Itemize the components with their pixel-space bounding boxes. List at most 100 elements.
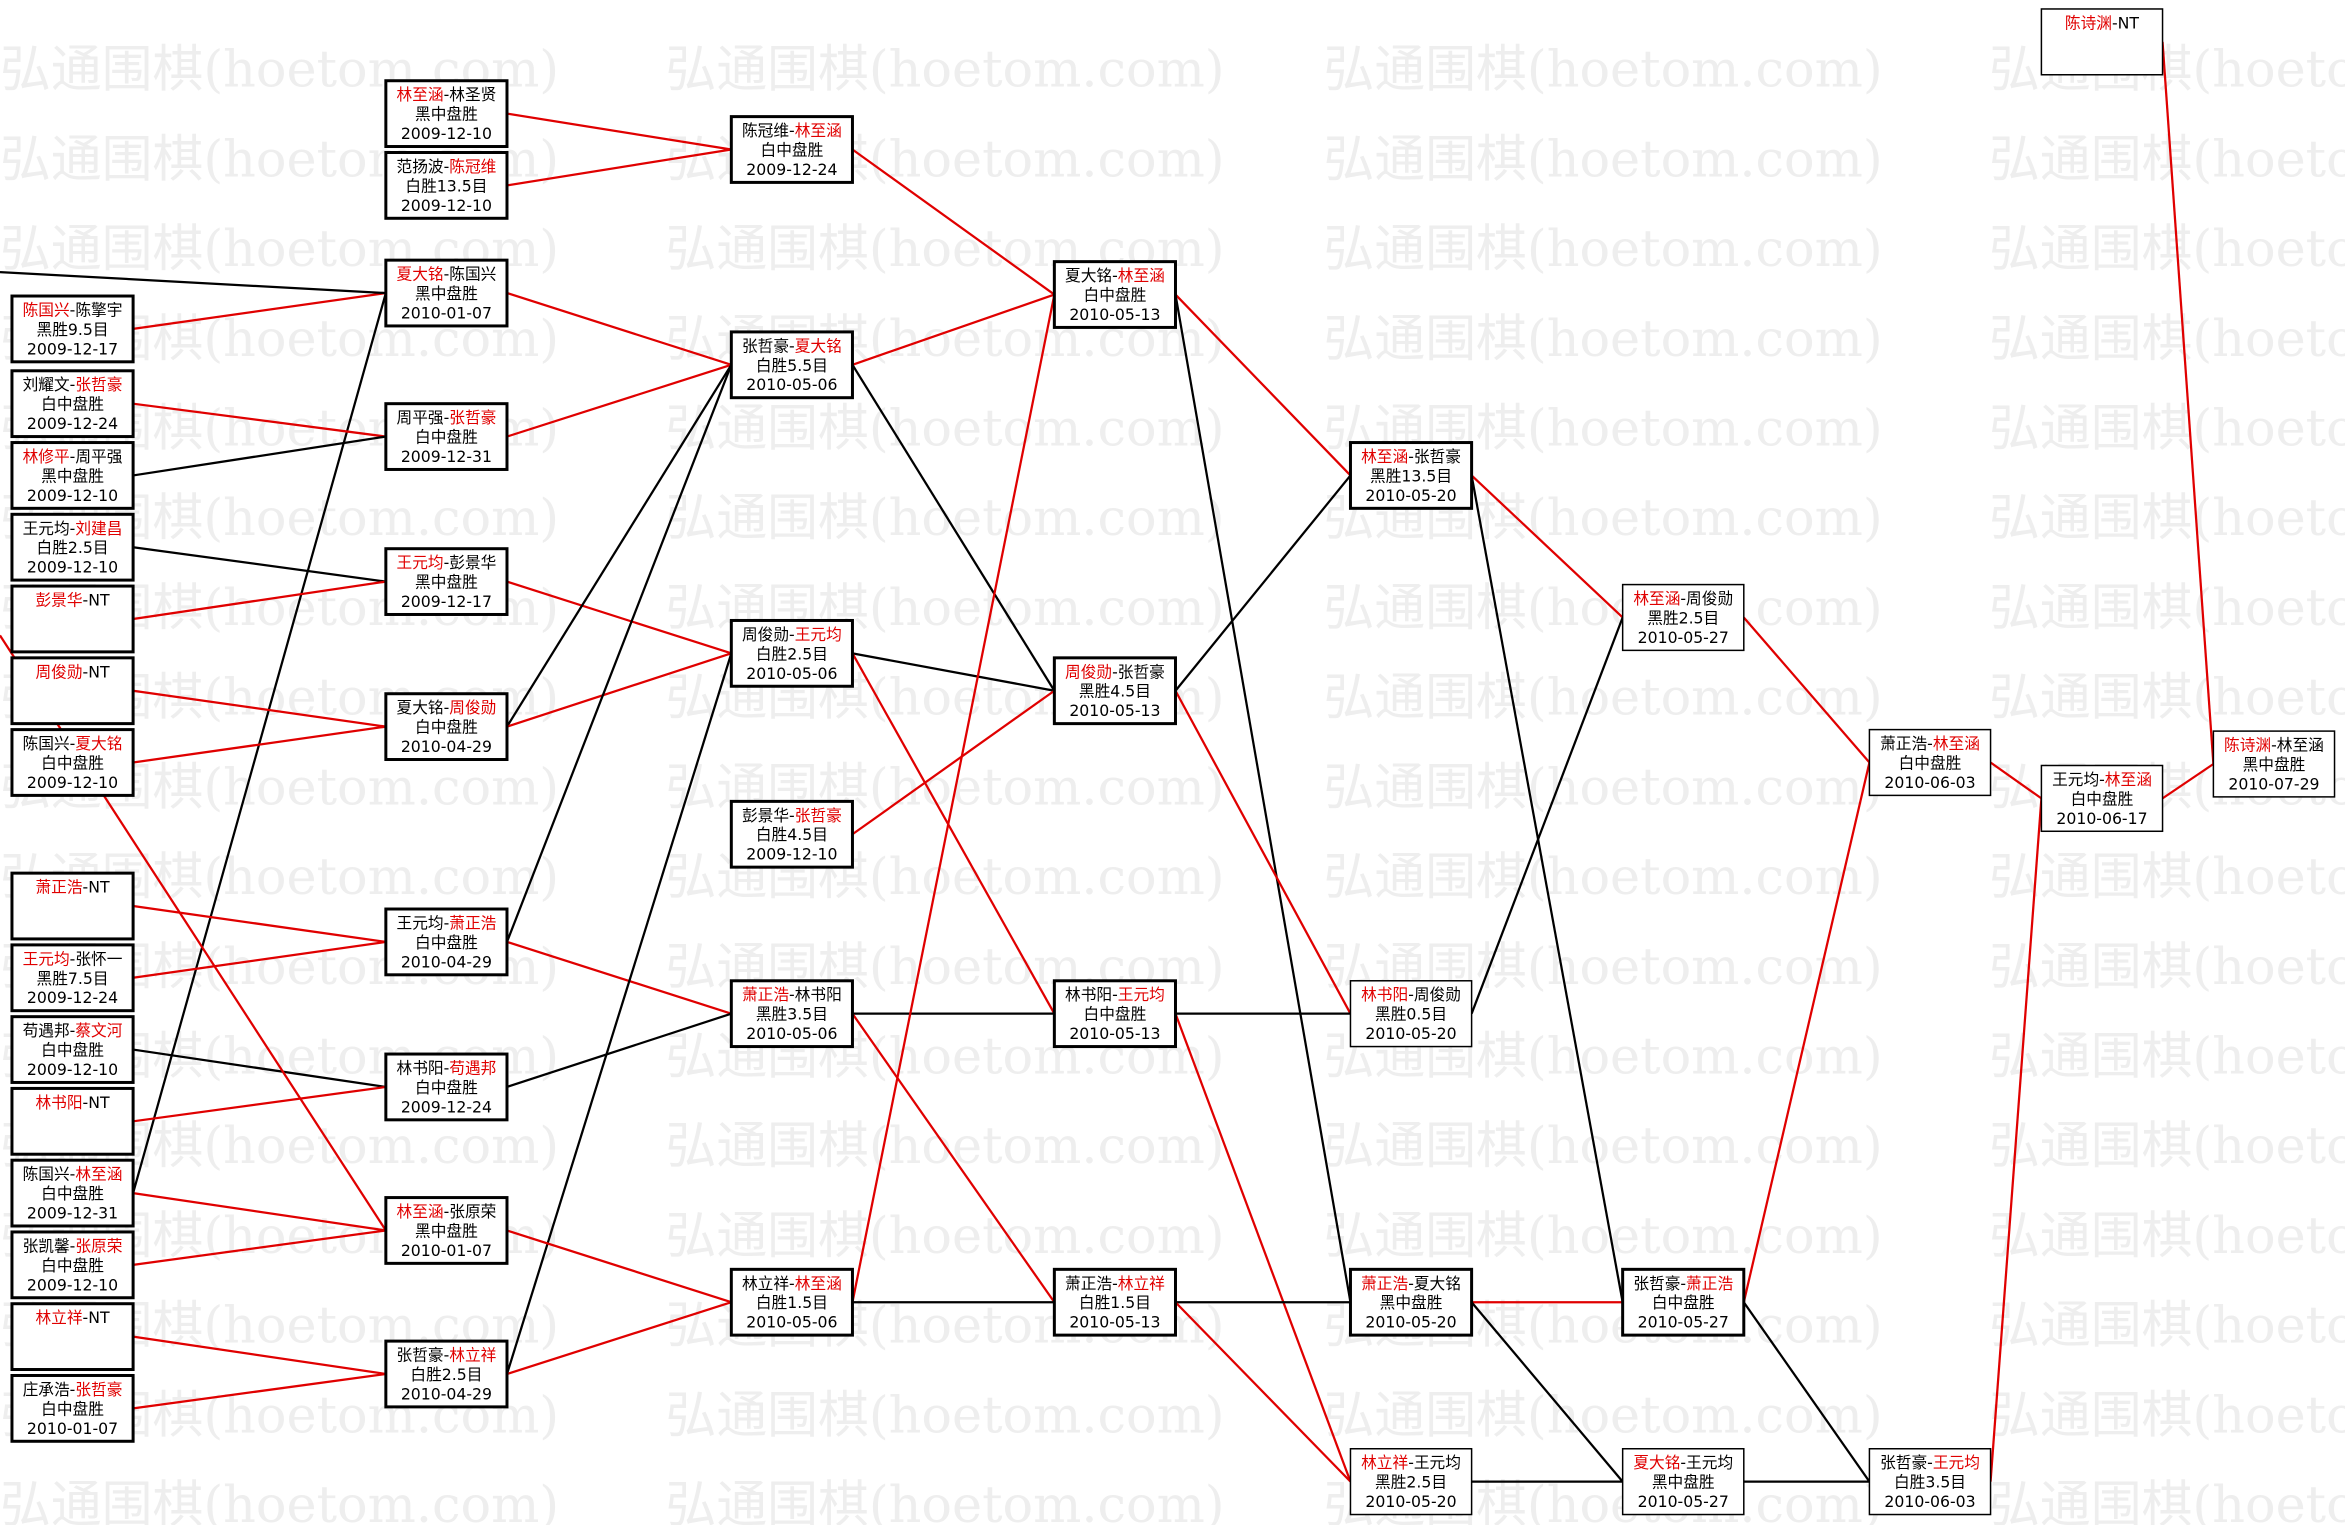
result: 白胜2.5目 [37, 538, 109, 557]
watermark: 弘通围棋(hoetom.com) [1989, 1206, 2345, 1265]
box [2040, 764, 2164, 833]
connectors [0, 41, 2215, 1483]
connector [1742, 762, 1871, 1303]
connector [2161, 763, 2215, 800]
separator: - [789, 121, 795, 140]
connector [506, 1301, 732, 1376]
connector [851, 148, 1056, 296]
player-name: 张哲豪 [742, 336, 789, 355]
date: 2010-01-07 [401, 303, 492, 322]
separator: - [1680, 589, 1686, 608]
player-name: 夏大铭 [1414, 1274, 1461, 1293]
box [729, 979, 854, 1049]
date: 2009-12-10 [746, 845, 837, 864]
result: 白胜1.5目 [756, 1293, 828, 1312]
player-name: 张哲豪 [75, 375, 122, 394]
result: 白胜2.5目 [756, 644, 828, 663]
player-name: 张哲豪 [397, 1346, 444, 1365]
separator: - [1112, 1274, 1118, 1293]
watermark: 弘通围棋(hoetom.com) [666, 1206, 1225, 1265]
watermark: 弘通围棋(hoetom.com) [1989, 488, 2345, 547]
player-name: 王元均 [1118, 985, 1165, 1004]
date: 2009-12-24 [27, 988, 118, 1007]
box [1052, 979, 1177, 1049]
box [384, 1052, 509, 1122]
player-name: 张哲豪 [795, 806, 842, 825]
watermark: 弘通围棋(hoetom.com) [1989, 937, 2345, 996]
player-name: 周俊勋 [35, 662, 82, 681]
box [1621, 1448, 1745, 1516]
connector [852, 652, 1055, 692]
date: 2009-12-10 [27, 1275, 118, 1294]
separator: - [1408, 1453, 1414, 1472]
result: 黑胜2.5目 [1647, 608, 1719, 627]
box [384, 907, 509, 977]
box [2040, 8, 2164, 76]
players: 林至涵-林圣贤 [397, 85, 497, 104]
box [384, 402, 509, 471]
player-name: 林立祥 [742, 1274, 789, 1293]
players: 林至涵-周俊勋 [1633, 589, 1733, 608]
box [384, 692, 509, 762]
separator: - [789, 336, 795, 355]
separator: - [2112, 13, 2118, 32]
separator: - [444, 913, 450, 932]
separator: - [70, 375, 76, 394]
player-name: 陈国兴 [23, 300, 70, 319]
date: 2010-05-06 [746, 1024, 837, 1043]
result: 白中盘胜 [415, 718, 478, 737]
separator: - [444, 698, 450, 717]
box [384, 258, 509, 328]
date: 2009-12-10 [27, 558, 118, 577]
connector [132, 1335, 387, 1376]
result: 白中盘胜 [41, 1256, 104, 1275]
result: 黑中盘胜 [415, 284, 478, 303]
player-name: 萧正浩 [35, 878, 82, 897]
box [384, 1339, 509, 1409]
connector [506, 652, 732, 728]
watermark: 弘通围棋(hoetom.com) [1324, 578, 1883, 637]
player-name: 林圣贤 [449, 85, 496, 104]
player-name: 庄承浩 [23, 1380, 70, 1399]
player-name: 王元均 [397, 553, 444, 572]
box [10, 1086, 135, 1156]
result: 黑中盘胜 [1380, 1293, 1443, 1312]
player-name: NT [88, 1308, 110, 1327]
player-name: 萧正浩 [1880, 734, 1927, 753]
date: 2009-12-31 [27, 1204, 118, 1223]
separator: - [1927, 734, 1933, 753]
separator: - [1927, 1453, 1933, 1472]
result: 黑胜13.5目 [1370, 466, 1452, 485]
players: 萧正浩-林书阳 [742, 985, 842, 1004]
player-name: 周俊勋 [449, 698, 496, 717]
connector [851, 689, 1056, 836]
connector [132, 546, 386, 583]
player-name: 王元均 [1933, 1453, 1980, 1472]
player-name: 刘建昌 [75, 519, 122, 538]
player-name: NT [88, 878, 110, 897]
players: 王元均-林至涵 [2052, 770, 2152, 789]
players: 周平强-张哲豪 [397, 408, 497, 427]
player-name: 张哲豪 [1414, 447, 1461, 466]
watermark: 弘通围棋(hoetom.com) [1324, 40, 1883, 99]
connector [132, 725, 387, 764]
players: 陈国兴-夏大铭 [23, 734, 123, 753]
box [10, 1302, 135, 1372]
result: 黑中盘胜 [1652, 1473, 1715, 1492]
players: 张哲豪-夏大铭 [742, 336, 842, 355]
connector [851, 294, 1056, 1303]
watermark: 弘通围棋(hoetom.com) [1989, 399, 2345, 458]
date: 2009-12-17 [27, 339, 118, 358]
box [10, 512, 135, 582]
player-name: 萧正浩 [1686, 1274, 1733, 1293]
connector [851, 652, 1056, 1015]
date: 2009-12-24 [746, 160, 837, 179]
